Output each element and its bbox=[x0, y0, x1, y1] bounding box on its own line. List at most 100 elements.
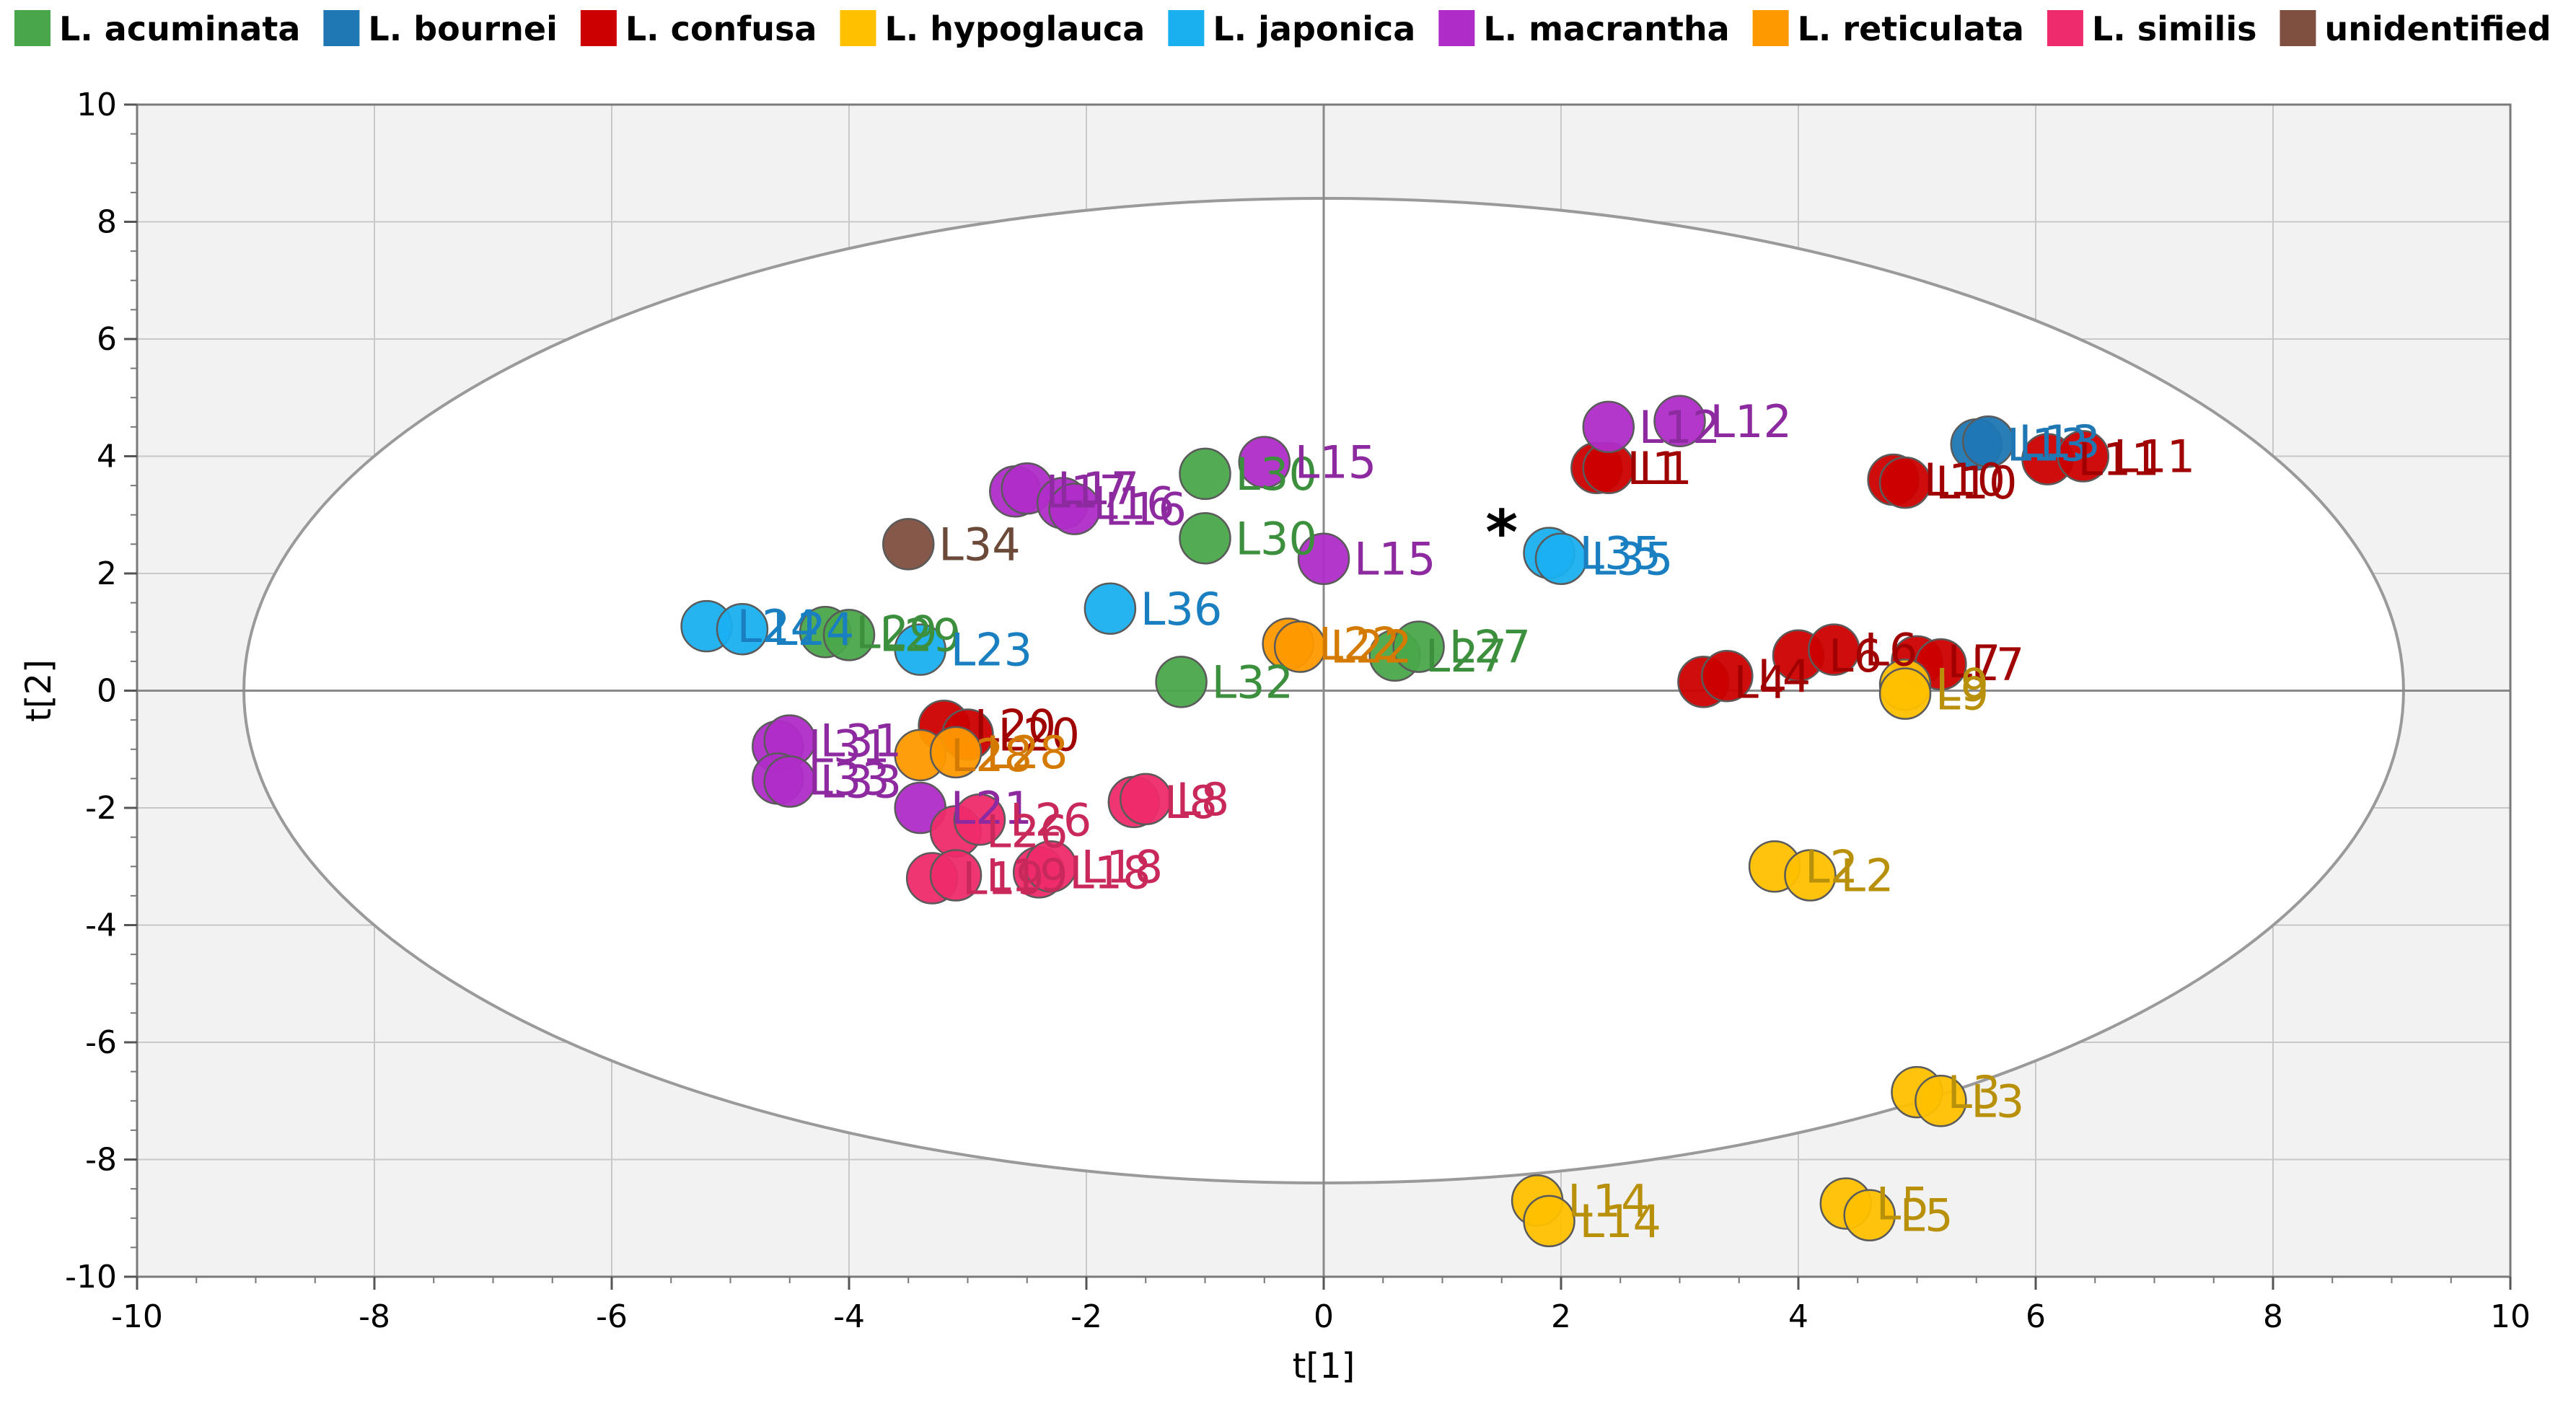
data-point-label: L1 bbox=[1639, 442, 1692, 495]
data-point bbox=[1048, 483, 1101, 535]
data-point-label: L27 bbox=[1449, 621, 1531, 674]
data-point-label: L14 bbox=[1568, 1174, 1649, 1227]
data-point-label: L13 bbox=[2018, 415, 2100, 468]
data-point bbox=[1392, 620, 1445, 673]
data-point-label: L30 bbox=[1236, 512, 1317, 565]
legend-swatch bbox=[580, 10, 617, 46]
data-point-label: L5 bbox=[1876, 1177, 1930, 1230]
data-point bbox=[1523, 1195, 1575, 1248]
data-point bbox=[953, 793, 1006, 846]
data-point bbox=[1878, 667, 1932, 720]
data-point bbox=[1238, 436, 1291, 488]
data-point-label: L7 bbox=[1971, 638, 2024, 691]
data-point bbox=[1878, 456, 1932, 509]
data-point-label: L26 bbox=[1010, 793, 1091, 846]
data-point bbox=[822, 609, 876, 661]
y-tick-label: 8 bbox=[97, 204, 117, 241]
data-point bbox=[1120, 773, 1172, 826]
data-point-label: L33 bbox=[820, 755, 902, 808]
data-point bbox=[1024, 840, 1077, 893]
data-point bbox=[1961, 415, 2015, 468]
data-point bbox=[2057, 430, 2110, 483]
data-point-label: L6 bbox=[1829, 630, 1882, 682]
data-point bbox=[1653, 395, 1706, 447]
data-point-label: L19 bbox=[986, 849, 1068, 902]
data-point-label: L13 bbox=[2007, 418, 2088, 471]
data-point bbox=[1155, 656, 1208, 708]
legend-swatch bbox=[323, 10, 360, 46]
legend-entry: L. confusa bbox=[625, 9, 817, 48]
data-point bbox=[1808, 623, 1860, 676]
data-point bbox=[1915, 1075, 1967, 1127]
data-point-label: L3 bbox=[1948, 1066, 2001, 1119]
y-tick-label: -2 bbox=[85, 790, 117, 827]
x-tick-label: 0 bbox=[1314, 1298, 1334, 1335]
data-point-label: L12 bbox=[1639, 401, 1720, 454]
data-point-label: L30 bbox=[1236, 448, 1317, 501]
x-tick-label: 4 bbox=[1788, 1298, 1808, 1335]
legend-entry: L. acuminata bbox=[59, 9, 300, 48]
y-tick-label: 0 bbox=[97, 673, 117, 710]
data-point-label: L3 bbox=[1971, 1075, 2024, 1127]
data-point-label: L4 bbox=[1757, 650, 1811, 703]
data-point-label: L15 bbox=[1295, 436, 1376, 489]
data-point-label: L32 bbox=[1212, 656, 1293, 708]
data-point-label: L31 bbox=[808, 721, 889, 773]
x-tick-label: 10 bbox=[2490, 1298, 2531, 1335]
data-point-label: L9 bbox=[1935, 659, 1989, 711]
data-point bbox=[1273, 620, 1327, 673]
data-point-label: L20 bbox=[975, 700, 1056, 752]
y-tick-label: 4 bbox=[97, 439, 117, 475]
data-point-label: L4 bbox=[1733, 656, 1787, 708]
data-point-label: L7 bbox=[1948, 635, 2001, 688]
data-point-label: L36 bbox=[1140, 583, 1222, 635]
data-point-label: L8 bbox=[1164, 776, 1218, 829]
y-tick-label: -6 bbox=[85, 1024, 117, 1061]
legend: L. acuminata L. bournei L. confusa L. hypog… bbox=[14, 9, 2551, 48]
legend-entry: unidentified bbox=[2324, 9, 2551, 48]
data-point bbox=[1179, 512, 1231, 565]
data-point-label: L11 bbox=[2078, 434, 2159, 486]
data-point bbox=[1843, 1189, 1896, 1241]
data-point-label: L20 bbox=[998, 708, 1080, 761]
data-point-label: L10 bbox=[1924, 454, 2005, 506]
data-point bbox=[1534, 532, 1588, 585]
y-tick-label: -8 bbox=[85, 1142, 117, 1179]
y-tick-label: -10 bbox=[65, 1259, 117, 1295]
x-tick-label: -2 bbox=[1071, 1298, 1102, 1335]
data-point-label: L22 bbox=[1319, 618, 1400, 671]
x-tick-label: -6 bbox=[596, 1298, 628, 1335]
data-point-label: L28 bbox=[951, 729, 1032, 782]
data-point-label: L34 bbox=[938, 518, 1020, 571]
legend-swatch bbox=[14, 10, 50, 46]
data-point-label: L24 bbox=[773, 603, 854, 656]
data-point bbox=[1083, 582, 1137, 635]
data-point-label: L17 bbox=[1058, 462, 1139, 515]
x-tick-label: -10 bbox=[111, 1298, 163, 1335]
data-point bbox=[716, 602, 769, 656]
legend-entry: L. reticulata bbox=[1798, 9, 2024, 48]
data-point-label: L18 bbox=[1081, 840, 1163, 893]
data-point-label: L1 bbox=[1627, 442, 1680, 495]
data-point bbox=[929, 726, 983, 779]
x-tick-label: 6 bbox=[2026, 1298, 2046, 1335]
data-point-label: L29 bbox=[879, 609, 961, 661]
zero-lines bbox=[137, 105, 2510, 1277]
data-point-label: L27 bbox=[1425, 630, 1507, 682]
data-point-label: L8 bbox=[1176, 773, 1229, 826]
data-point-label: L33 bbox=[808, 752, 889, 805]
y-tick-label: 6 bbox=[97, 321, 117, 358]
data-point bbox=[1701, 649, 1754, 703]
data-point-label: L12 bbox=[1710, 395, 1792, 448]
x-tick-label: 8 bbox=[2263, 1298, 2283, 1335]
data-point-label: L24 bbox=[737, 600, 819, 653]
legend-swatch bbox=[2280, 10, 2316, 46]
y-tick-label: 2 bbox=[97, 555, 117, 592]
x-tick-label: -4 bbox=[833, 1298, 865, 1335]
data-point-label: L23 bbox=[951, 624, 1032, 677]
data-point bbox=[1179, 447, 1231, 501]
y-axis-label: t[2] bbox=[19, 659, 59, 722]
data-point-label: L29 bbox=[856, 606, 937, 659]
legend-entry: L. similis bbox=[2092, 9, 2257, 48]
data-point-label: L35 bbox=[1591, 533, 1673, 586]
